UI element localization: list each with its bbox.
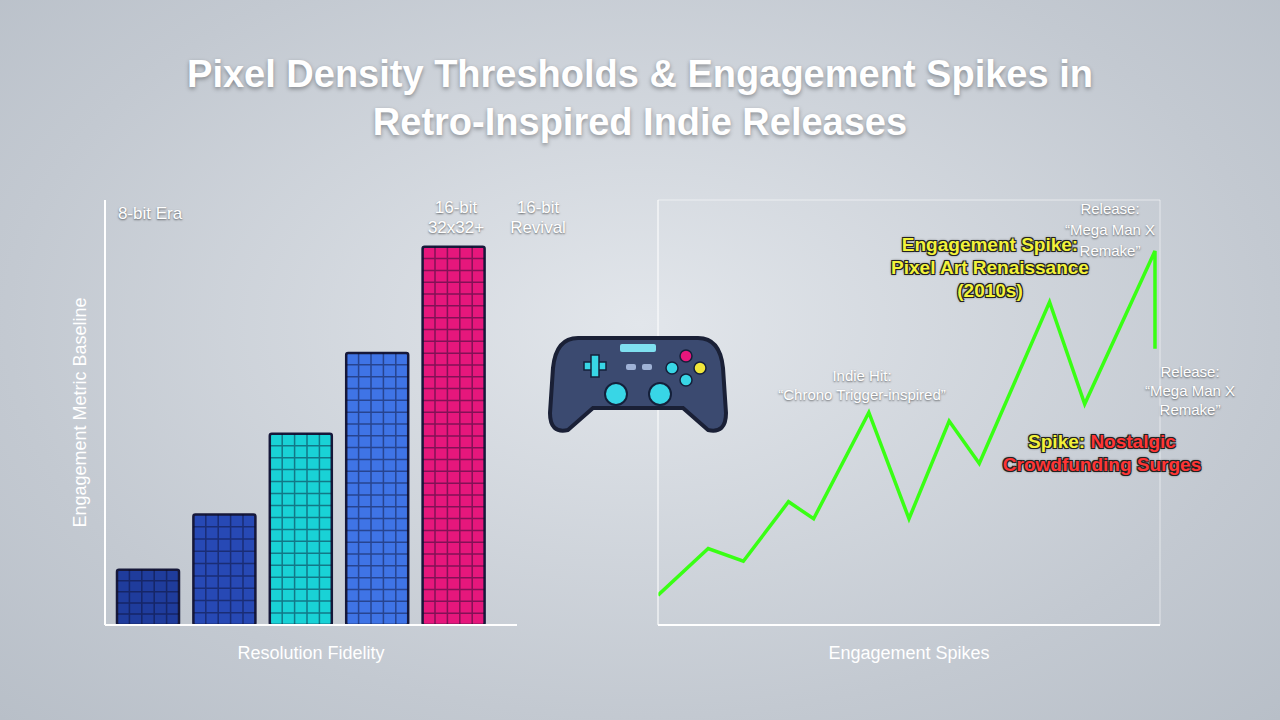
html-text:8-bit Era: 8-bit Era bbox=[117, 204, 183, 223]
html-text:Indie Hit:: Indie Hit: bbox=[832, 367, 892, 384]
html-text:Engagement Spike:: Engagement Spike: bbox=[901, 234, 1079, 255]
svg-text:Resolution Fidelity: Resolution Fidelity bbox=[237, 643, 384, 663]
html-text:Release:: Release: bbox=[1160, 363, 1220, 380]
html-text:Crowdfunding Surges: Crowdfunding Surges bbox=[1002, 454, 1202, 475]
html-text:16-bit: 16-bit bbox=[516, 198, 560, 217]
html-text:“Chrono Trigger-inspired”: “Chrono Trigger-inspired” bbox=[778, 386, 946, 403]
html-text:Release:: Release: bbox=[1080, 200, 1140, 217]
html-text:16-bit: 16-bit bbox=[434, 198, 478, 217]
html-text:Revival: Revival bbox=[510, 218, 566, 237]
html-text:Pixel Density Thresholds & Eng: Pixel Density Thresholds & Engagement Sp… bbox=[187, 53, 1093, 143]
html-text:Remake”: Remake” bbox=[1079, 242, 1141, 259]
svg-text:Engagement Metric Baseline: Engagement Metric Baseline bbox=[70, 297, 90, 527]
html-text:32x32+: 32x32+ bbox=[427, 218, 485, 237]
html-text:“Mega Man X: “Mega Man X bbox=[1065, 221, 1155, 238]
svg-text:Engagement Spikes: Engagement Spikes bbox=[828, 643, 989, 663]
html-text:“Mega Man X: “Mega Man X bbox=[1145, 382, 1235, 399]
html-text:Remake”: Remake” bbox=[1159, 401, 1221, 418]
html-text:Spike: Nostalgic: Spike: Nostalgic bbox=[1028, 431, 1176, 452]
html-text:(2010s): (2010s) bbox=[957, 280, 1023, 301]
html-text:Pixel Art Renaissance: Pixel Art Renaissance bbox=[891, 257, 1089, 278]
